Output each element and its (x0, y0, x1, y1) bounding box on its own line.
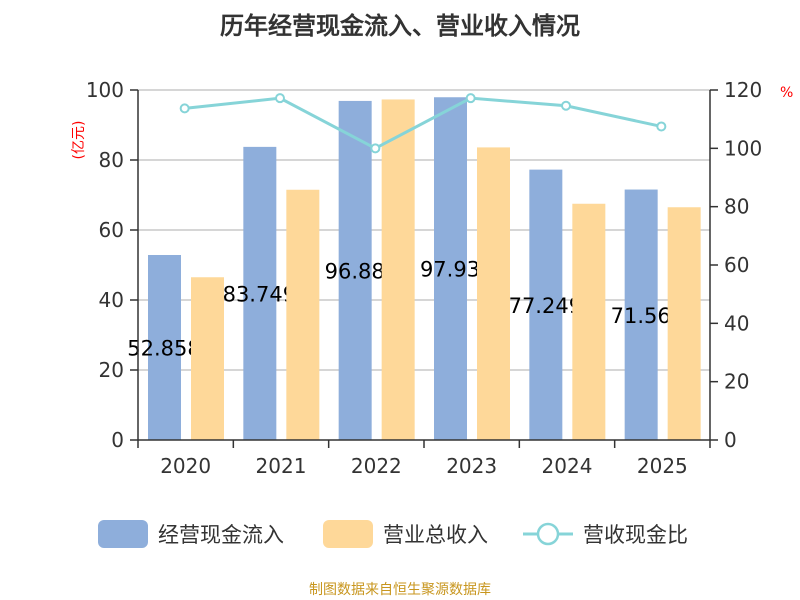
legend-label-revenue: 营业总收入 (383, 523, 488, 547)
data-label-cash-inflow: 52.858 (127, 336, 200, 360)
x-axis-tick-label: 2023 (446, 454, 497, 478)
right-axis-tick-label: 60 (724, 253, 749, 277)
bar-cash-inflow (338, 100, 372, 441)
point-ratio (656, 121, 667, 132)
point-ratio (179, 103, 190, 114)
left-axis-tick-label: 0 (111, 428, 124, 452)
legend-swatch-ratio-marker (536, 522, 560, 546)
x-axis-tick-label: 2025 (637, 454, 688, 478)
left-axis-tick-label: 20 (99, 358, 124, 382)
right-axis-tick-label: 100 (724, 136, 762, 160)
left-axis-tick-label: 60 (99, 218, 124, 242)
x-axis-tick-label: 2020 (160, 454, 211, 478)
x-axis-tick-label: 2022 (351, 454, 402, 478)
data-label-cash-inflow: 71.56 (611, 304, 671, 328)
left-axis-unit: (亿元) (71, 121, 87, 160)
bar-cash-inflow (529, 169, 563, 441)
chart-title: 历年经营现金流入、营业收入情况 (220, 12, 580, 40)
bar-cash-inflow (243, 146, 277, 441)
legend-swatch-cash-inflow (98, 520, 148, 548)
data-label-cash-inflow: 83.749 (223, 282, 296, 306)
bar-revenue (191, 277, 224, 440)
data-label-cash-inflow: 77.249 (509, 294, 582, 318)
left-axis-tick-label: 40 (99, 288, 124, 312)
bar-revenue (381, 99, 415, 440)
right-axis-tick-label: 80 (724, 195, 749, 219)
legend-label-ratio: 营收现金比 (583, 523, 688, 547)
right-axis-tick-label: 0 (724, 428, 737, 452)
x-axis-tick-label: 2024 (542, 454, 593, 478)
point-ratio (370, 143, 381, 154)
line-ratio (184, 96, 662, 151)
bar-cash-inflow (434, 97, 467, 441)
source-note: 制图数据来自恒生聚源数据库 (309, 582, 491, 598)
x-axis-tick-label: 2021 (256, 454, 307, 478)
left-axis-tick-label: 80 (99, 148, 124, 172)
bar-revenue (667, 207, 701, 440)
bar-revenue (572, 203, 606, 440)
right-axis-unit: % (780, 85, 793, 101)
left-axis-tick-label: 100 (86, 78, 124, 102)
right-axis-tick-label: 40 (724, 311, 749, 335)
right-axis-tick-label: 20 (724, 370, 749, 394)
point-ratio (275, 93, 285, 104)
bar-cash-inflow (148, 254, 181, 440)
bar-revenue (477, 147, 510, 440)
data-label-cash-inflow: 97.93 (420, 258, 480, 282)
legend-swatch-revenue (323, 520, 373, 548)
legend-label-cash-inflow: 经营现金流入 (158, 523, 284, 547)
point-ratio (561, 100, 571, 111)
bar-revenue (286, 189, 320, 440)
right-axis-tick-label: 120 (724, 78, 762, 102)
bar-cash-inflow (624, 189, 658, 440)
point-ratio (465, 93, 476, 104)
data-label-cash-inflow: 96.88 (325, 259, 385, 283)
